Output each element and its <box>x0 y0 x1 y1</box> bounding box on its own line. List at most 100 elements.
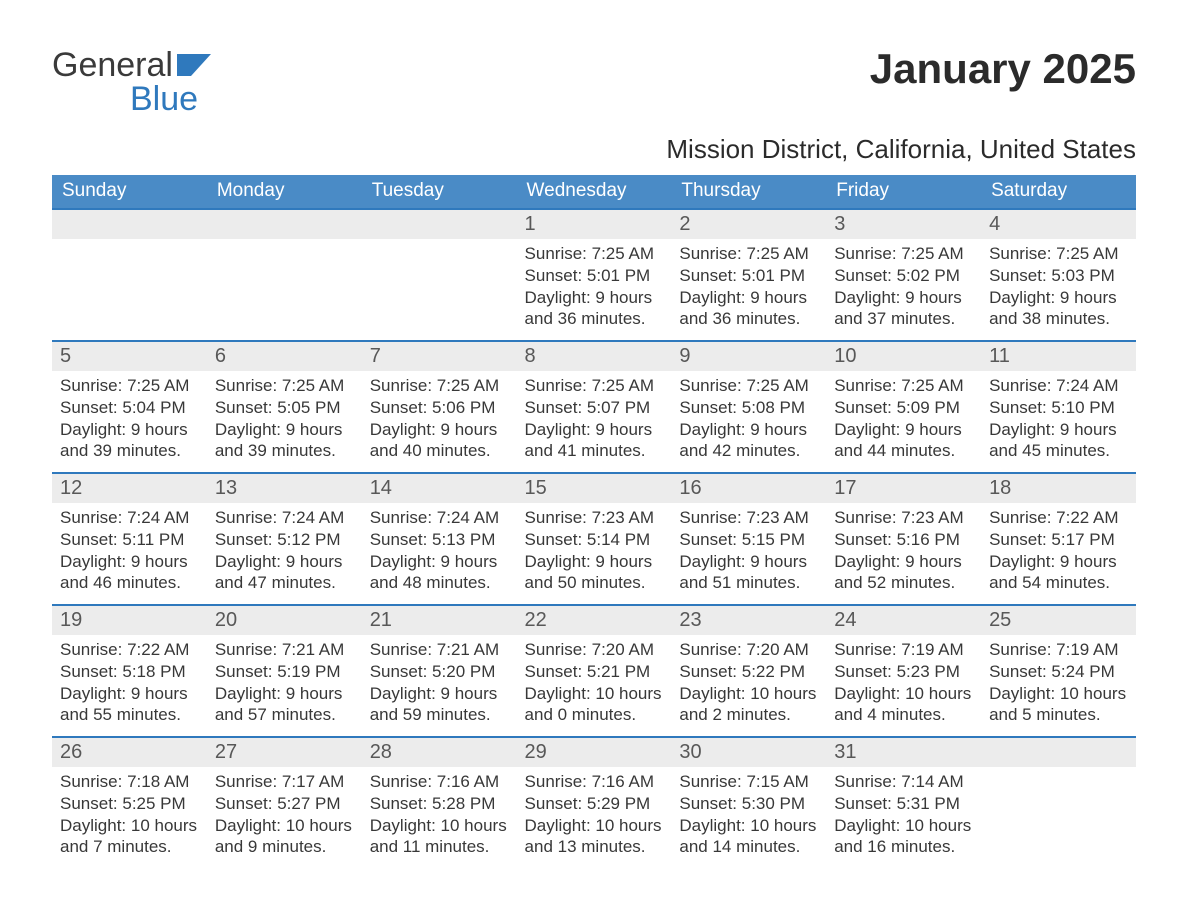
calendar-cell: 2Sunrise: 7:25 AMSunset: 5:01 PMDaylight… <box>671 209 826 341</box>
day-daylight2: and 55 minutes. <box>60 704 199 726</box>
day-daylight1: Daylight: 9 hours <box>525 551 664 573</box>
day-number: 8 <box>517 342 672 371</box>
day-number: 26 <box>52 738 207 767</box>
day-number: 13 <box>207 474 362 503</box>
day-number: 28 <box>362 738 517 767</box>
day-sunrise: Sunrise: 7:16 AM <box>525 771 664 793</box>
day-daylight2: and 42 minutes. <box>679 440 818 462</box>
day-number: 27 <box>207 738 362 767</box>
day-details: Sunrise: 7:22 AMSunset: 5:17 PMDaylight:… <box>981 503 1136 600</box>
calendar-body: 1Sunrise: 7:25 AMSunset: 5:01 PMDaylight… <box>52 209 1136 868</box>
day-details: Sunrise: 7:20 AMSunset: 5:22 PMDaylight:… <box>671 635 826 732</box>
day-number: 21 <box>362 606 517 635</box>
day-daylight1: Daylight: 9 hours <box>370 551 509 573</box>
day-daylight2: and 0 minutes. <box>525 704 664 726</box>
day-daylight2: and 46 minutes. <box>60 572 199 594</box>
day-daylight1: Daylight: 9 hours <box>834 419 973 441</box>
day-sunrise: Sunrise: 7:17 AM <box>215 771 354 793</box>
column-header: Wednesday <box>517 175 672 209</box>
day-sunrise: Sunrise: 7:25 AM <box>525 375 664 397</box>
day-number: 24 <box>826 606 981 635</box>
day-number: 12 <box>52 474 207 503</box>
day-daylight1: Daylight: 9 hours <box>60 551 199 573</box>
calendar-cell: 3Sunrise: 7:25 AMSunset: 5:02 PMDaylight… <box>826 209 981 341</box>
day-sunrise: Sunrise: 7:25 AM <box>370 375 509 397</box>
calendar-week: 26Sunrise: 7:18 AMSunset: 5:25 PMDayligh… <box>52 737 1136 868</box>
day-sunset: Sunset: 5:23 PM <box>834 661 973 683</box>
day-details: Sunrise: 7:25 AMSunset: 5:01 PMDaylight:… <box>671 239 826 336</box>
day-sunrise: Sunrise: 7:23 AM <box>679 507 818 529</box>
calendar-cell-empty <box>207 209 362 341</box>
day-daylight2: and 38 minutes. <box>989 308 1128 330</box>
day-sunrise: Sunrise: 7:19 AM <box>989 639 1128 661</box>
calendar-cell: 29Sunrise: 7:16 AMSunset: 5:29 PMDayligh… <box>517 737 672 868</box>
day-daylight1: Daylight: 9 hours <box>60 683 199 705</box>
day-daylight1: Daylight: 10 hours <box>215 815 354 837</box>
day-sunrise: Sunrise: 7:15 AM <box>679 771 818 793</box>
day-sunrise: Sunrise: 7:21 AM <box>370 639 509 661</box>
calendar-cell-empty <box>52 209 207 341</box>
calendar-cell: 12Sunrise: 7:24 AMSunset: 5:11 PMDayligh… <box>52 473 207 605</box>
calendar-week: 19Sunrise: 7:22 AMSunset: 5:18 PMDayligh… <box>52 605 1136 737</box>
day-daylight1: Daylight: 9 hours <box>989 287 1128 309</box>
day-details: Sunrise: 7:23 AMSunset: 5:15 PMDaylight:… <box>671 503 826 600</box>
calendar-cell: 1Sunrise: 7:25 AMSunset: 5:01 PMDaylight… <box>517 209 672 341</box>
day-sunrise: Sunrise: 7:23 AM <box>834 507 973 529</box>
day-number: 20 <box>207 606 362 635</box>
day-sunset: Sunset: 5:20 PM <box>370 661 509 683</box>
day-daylight2: and 47 minutes. <box>215 572 354 594</box>
day-daylight2: and 54 minutes. <box>989 572 1128 594</box>
day-details: Sunrise: 7:23 AMSunset: 5:14 PMDaylight:… <box>517 503 672 600</box>
day-details: Sunrise: 7:24 AMSunset: 5:10 PMDaylight:… <box>981 371 1136 468</box>
day-daylight2: and 39 minutes. <box>60 440 199 462</box>
day-details: Sunrise: 7:18 AMSunset: 5:25 PMDaylight:… <box>52 767 207 864</box>
day-details: Sunrise: 7:24 AMSunset: 5:13 PMDaylight:… <box>362 503 517 600</box>
day-details: Sunrise: 7:25 AMSunset: 5:09 PMDaylight:… <box>826 371 981 468</box>
day-daylight1: Daylight: 9 hours <box>679 551 818 573</box>
day-number: 10 <box>826 342 981 371</box>
day-daylight1: Daylight: 9 hours <box>679 419 818 441</box>
day-details: Sunrise: 7:25 AMSunset: 5:07 PMDaylight:… <box>517 371 672 468</box>
day-sunset: Sunset: 5:16 PM <box>834 529 973 551</box>
day-sunrise: Sunrise: 7:16 AM <box>370 771 509 793</box>
calendar-cell: 5Sunrise: 7:25 AMSunset: 5:04 PMDaylight… <box>52 341 207 473</box>
day-daylight1: Daylight: 10 hours <box>989 683 1128 705</box>
day-daylight2: and 36 minutes. <box>679 308 818 330</box>
day-sunrise: Sunrise: 7:20 AM <box>679 639 818 661</box>
day-daylight1: Daylight: 10 hours <box>370 815 509 837</box>
day-details: Sunrise: 7:25 AMSunset: 5:08 PMDaylight:… <box>671 371 826 468</box>
day-daylight1: Daylight: 9 hours <box>989 419 1128 441</box>
day-details: Sunrise: 7:19 AMSunset: 5:24 PMDaylight:… <box>981 635 1136 732</box>
column-header: Tuesday <box>362 175 517 209</box>
day-sunrise: Sunrise: 7:25 AM <box>834 243 973 265</box>
day-details: Sunrise: 7:24 AMSunset: 5:11 PMDaylight:… <box>52 503 207 600</box>
day-sunrise: Sunrise: 7:25 AM <box>834 375 973 397</box>
day-daylight2: and 50 minutes. <box>525 572 664 594</box>
calendar-cell: 16Sunrise: 7:23 AMSunset: 5:15 PMDayligh… <box>671 473 826 605</box>
column-header: Sunday <box>52 175 207 209</box>
day-daylight2: and 11 minutes. <box>370 836 509 858</box>
day-daylight1: Daylight: 9 hours <box>525 419 664 441</box>
day-sunrise: Sunrise: 7:23 AM <box>525 507 664 529</box>
day-sunrise: Sunrise: 7:24 AM <box>215 507 354 529</box>
day-number: 14 <box>362 474 517 503</box>
day-daylight2: and 4 minutes. <box>834 704 973 726</box>
day-sunrise: Sunrise: 7:24 AM <box>989 375 1128 397</box>
calendar-cell: 13Sunrise: 7:24 AMSunset: 5:12 PMDayligh… <box>207 473 362 605</box>
column-header: Monday <box>207 175 362 209</box>
day-daylight1: Daylight: 9 hours <box>834 551 973 573</box>
day-sunset: Sunset: 5:15 PM <box>679 529 818 551</box>
day-details: Sunrise: 7:19 AMSunset: 5:23 PMDaylight:… <box>826 635 981 732</box>
day-sunrise: Sunrise: 7:25 AM <box>679 375 818 397</box>
calendar-table: SundayMondayTuesdayWednesdayThursdayFrid… <box>52 175 1136 868</box>
day-sunrise: Sunrise: 7:22 AM <box>989 507 1128 529</box>
calendar-cell: 15Sunrise: 7:23 AMSunset: 5:14 PMDayligh… <box>517 473 672 605</box>
calendar-week: 5Sunrise: 7:25 AMSunset: 5:04 PMDaylight… <box>52 341 1136 473</box>
calendar-cell: 10Sunrise: 7:25 AMSunset: 5:09 PMDayligh… <box>826 341 981 473</box>
day-daylight1: Daylight: 9 hours <box>834 287 973 309</box>
day-sunset: Sunset: 5:01 PM <box>525 265 664 287</box>
day-daylight1: Daylight: 9 hours <box>525 287 664 309</box>
day-number: 6 <box>207 342 362 371</box>
day-number: 7 <box>362 342 517 371</box>
day-details: Sunrise: 7:14 AMSunset: 5:31 PMDaylight:… <box>826 767 981 864</box>
